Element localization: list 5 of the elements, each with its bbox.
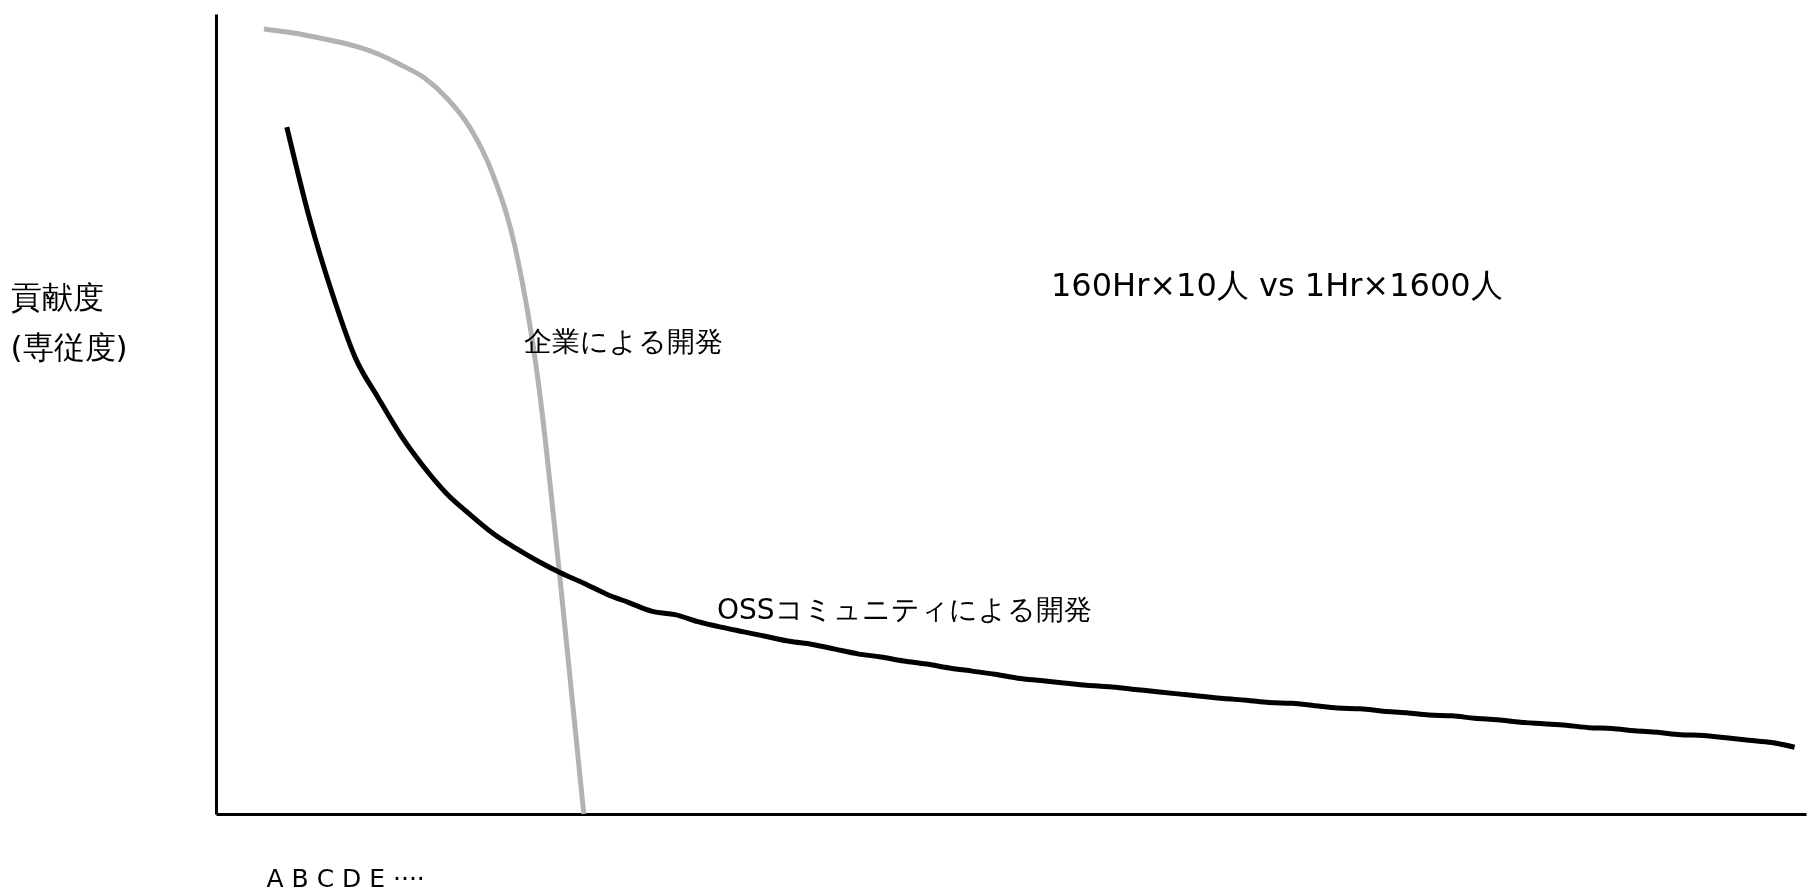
x-axis-title: A B C D E ····	[266, 863, 425, 893]
series-label: OSSコミュニティによる開発	[717, 593, 1092, 626]
y-axis-title: 貢献度 (専従度)	[10, 278, 128, 365]
series-label: 企業による開発	[524, 325, 723, 358]
annotation: 160Hr×10人 vs 1Hr×1600人	[1051, 266, 1503, 304]
